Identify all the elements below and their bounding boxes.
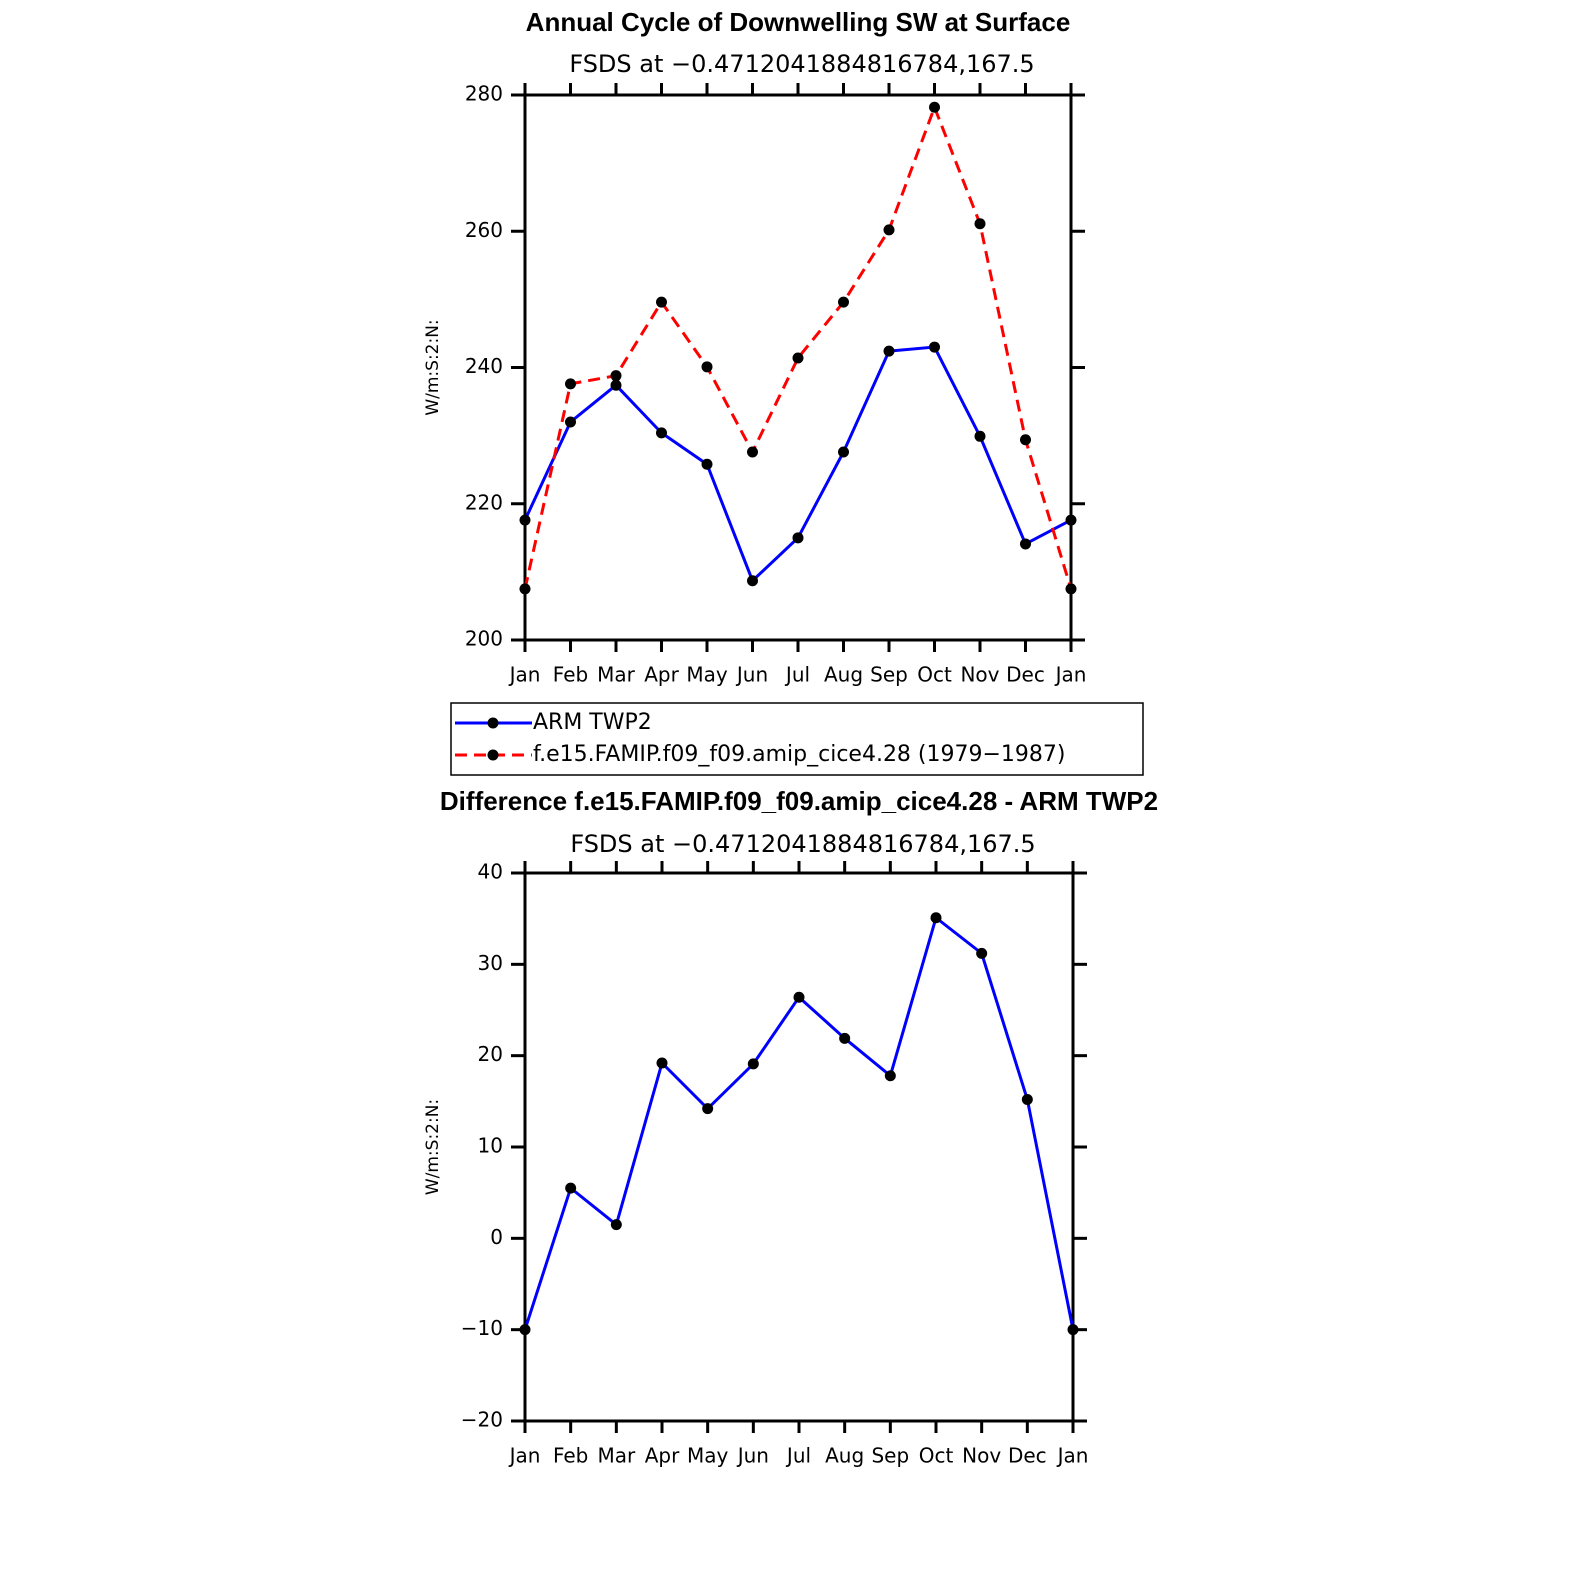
- point-marker: [519, 1324, 531, 1336]
- point-marker: [838, 296, 849, 308]
- point-marker: [1067, 1324, 1079, 1336]
- point-marker: [1021, 1094, 1033, 1106]
- series-line: [523, 915, 1075, 1331]
- point-marker: [656, 427, 667, 439]
- x-tick-label: Apr: [644, 663, 679, 687]
- point-marker: [565, 416, 576, 428]
- point-marker: [610, 1219, 622, 1231]
- point-marker: [519, 583, 531, 595]
- x-tick-label: Mar: [597, 1444, 636, 1468]
- x-tick-label: Aug: [824, 663, 863, 687]
- point-marker: [656, 296, 667, 308]
- y-tick-label: 10: [478, 1134, 503, 1158]
- chart-title: Annual Cycle of Downwelling SW at Surfac…: [526, 7, 1071, 37]
- point-marker: [1065, 514, 1077, 526]
- x-tick-label: Jan: [508, 1444, 541, 1468]
- chart-subtitle: FSDS at −0.4712041884816784,167.5: [570, 830, 1035, 858]
- legend-label: f.e15.FAMIP.f09_f09.amip_cice4.28 (1979−…: [533, 742, 1066, 767]
- plot-frame: [523, 93, 1073, 642]
- y-tick-label: −10: [461, 1316, 503, 1340]
- y-axis-label: W/m:S:2:N:: [423, 1099, 443, 1195]
- point-marker: [610, 379, 622, 391]
- x-tick-label: Feb: [553, 1444, 588, 1468]
- point-marker: [1020, 434, 1031, 446]
- point-marker: [930, 912, 942, 924]
- y-tick-label: 260: [465, 218, 503, 242]
- y-tick-label: 40: [478, 860, 503, 884]
- x-tick-label: Jan: [1054, 663, 1087, 687]
- point-marker: [1065, 583, 1077, 595]
- y-tick-label: 200: [465, 627, 503, 651]
- point-marker: [1020, 538, 1031, 550]
- x-tick-label: Jul: [785, 1444, 811, 1468]
- point-marker: [747, 446, 758, 458]
- point-marker: [702, 1103, 714, 1115]
- point-marker: [976, 947, 988, 959]
- point-marker: [929, 101, 940, 113]
- point-marker: [883, 224, 895, 236]
- x-tick-label: Jan: [1056, 1444, 1089, 1468]
- x-tick-label: Dec: [1006, 663, 1045, 687]
- x-tick-label: Jun: [735, 663, 768, 687]
- x-tick-label: Sep: [871, 1444, 909, 1468]
- y-tick-label: 280: [465, 82, 503, 106]
- legend-marker: [487, 717, 499, 729]
- point-marker: [974, 430, 986, 442]
- y-tick-label: −20: [461, 1408, 503, 1432]
- x-tick-label: Aug: [825, 1444, 864, 1468]
- y-tick-label: 30: [478, 951, 503, 975]
- x-tick-label: Jan: [508, 663, 541, 687]
- point-marker: [792, 532, 804, 544]
- series-line: [523, 103, 1073, 590]
- point-marker: [883, 345, 895, 357]
- x-tick-label: Mar: [597, 663, 636, 687]
- point-marker: [747, 575, 758, 587]
- point-marker: [839, 1032, 851, 1044]
- point-marker: [884, 1070, 896, 1082]
- x-tick-label: May: [687, 1444, 729, 1468]
- chart: Difference f.e15.FAMIP.f09_f09.amip_cice…: [423, 786, 1158, 1468]
- point-marker: [656, 1057, 668, 1069]
- point-marker: [793, 991, 805, 1003]
- x-tick-label: Dec: [1008, 1444, 1047, 1468]
- series-line: [523, 345, 1072, 584]
- chart-subtitle: FSDS at −0.4712041884816784,167.5: [569, 50, 1034, 78]
- legend-box: [450, 702, 1144, 776]
- point-marker: [701, 361, 713, 373]
- x-tick-label: Feb: [553, 663, 588, 687]
- x-tick-label: Oct: [919, 1444, 954, 1468]
- point-marker: [792, 352, 804, 364]
- point-marker: [565, 378, 576, 390]
- chart: Annual Cycle of Downwelling SW at Surfac…: [423, 7, 1144, 776]
- x-tick-label: Sep: [870, 663, 908, 687]
- chart-title: Difference f.e15.FAMIP.f09_f09.amip_cice…: [440, 786, 1158, 816]
- legend-label: ARM TWP2: [533, 710, 652, 735]
- x-tick-label: Apr: [645, 1444, 680, 1468]
- point-marker: [610, 370, 622, 382]
- y-tick-label: 0: [490, 1225, 503, 1249]
- x-tick-label: Nov: [962, 1444, 1001, 1468]
- x-tick-label: Nov: [960, 663, 999, 687]
- x-tick-label: Jun: [736, 1444, 769, 1468]
- x-tick-label: Oct: [917, 663, 952, 687]
- y-tick-label: 220: [465, 490, 503, 514]
- y-tick-label: 20: [478, 1042, 503, 1066]
- x-tick-label: May: [686, 663, 728, 687]
- point-marker: [701, 458, 713, 470]
- legend-marker: [487, 749, 499, 761]
- point-marker: [747, 1058, 759, 1070]
- plot-frame: [523, 871, 1075, 1423]
- point-marker: [974, 218, 986, 230]
- point-marker: [565, 1182, 577, 1194]
- y-tick-label: 240: [465, 354, 503, 378]
- point-marker: [929, 341, 940, 353]
- point-marker: [519, 514, 531, 526]
- y-axis-label: W/m:S:2:N:: [423, 319, 443, 415]
- legend: ARM TWP2 f.e15.FAMIP.f09_f09.amip_cice4.2…: [450, 702, 1144, 776]
- point-marker: [838, 446, 849, 458]
- x-tick-label: Jul: [784, 663, 810, 687]
